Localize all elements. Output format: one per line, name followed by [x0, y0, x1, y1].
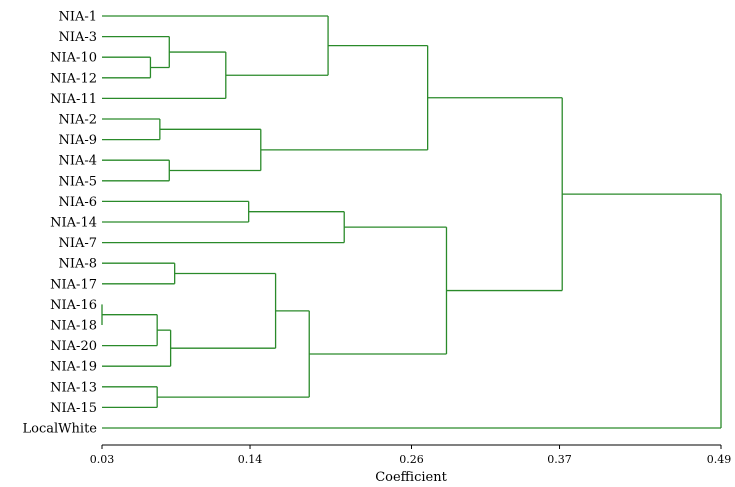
x-axis-tick-label: 0.26 [399, 453, 424, 466]
leaf-label: NIA-8 [58, 257, 97, 272]
leaf-label: NIA-1 [58, 10, 97, 25]
leaf-label: NIA-3 [58, 30, 97, 45]
leaf-label: NIA-13 [50, 380, 97, 395]
leaf-label: NIA-2 [58, 113, 97, 128]
leaf-label: NIA-5 [58, 174, 97, 189]
x-axis-tick-label: 0.14 [238, 453, 263, 466]
leaf-label: NIA-10 [50, 51, 97, 66]
leaf-label: NIA-12 [50, 71, 97, 86]
leaf-labels: NIA-1 NIA-3 NIA-10 NIA-12 NIA-11 NIA-2 NIA-9 NI… [23, 10, 98, 437]
leaf-label: NIA-16 [50, 298, 97, 313]
leaf-label: NIA-19 [50, 360, 97, 375]
x-axis-tick-label: 0.37 [547, 453, 572, 466]
leaf-label: NIA-9 [58, 133, 97, 148]
dendrogram-branches [101, 15, 722, 429]
x-axis-tick-label: 0.49 [707, 453, 732, 466]
leaf-label: LocalWhite [23, 422, 98, 437]
leaf-label: NIA-14 [50, 216, 97, 231]
leaf-label: NIA-11 [50, 92, 97, 107]
leaf-label: NIA-6 [58, 195, 97, 210]
leaf-label: NIA-18 [50, 319, 97, 334]
leaf-label: NIA-15 [50, 401, 97, 416]
leaf-label: NIA-7 [58, 236, 97, 251]
leaf-label: NIA-4 [58, 154, 97, 169]
leaf-label: NIA-17 [50, 277, 97, 292]
x-axis: 0.03 0.14 0.26 0.37 0.49 [90, 444, 732, 466]
leaf-label: NIA-20 [50, 339, 97, 354]
x-axis-title: Coefficient [375, 470, 447, 485]
x-axis-tick-label: 0.03 [90, 453, 115, 466]
